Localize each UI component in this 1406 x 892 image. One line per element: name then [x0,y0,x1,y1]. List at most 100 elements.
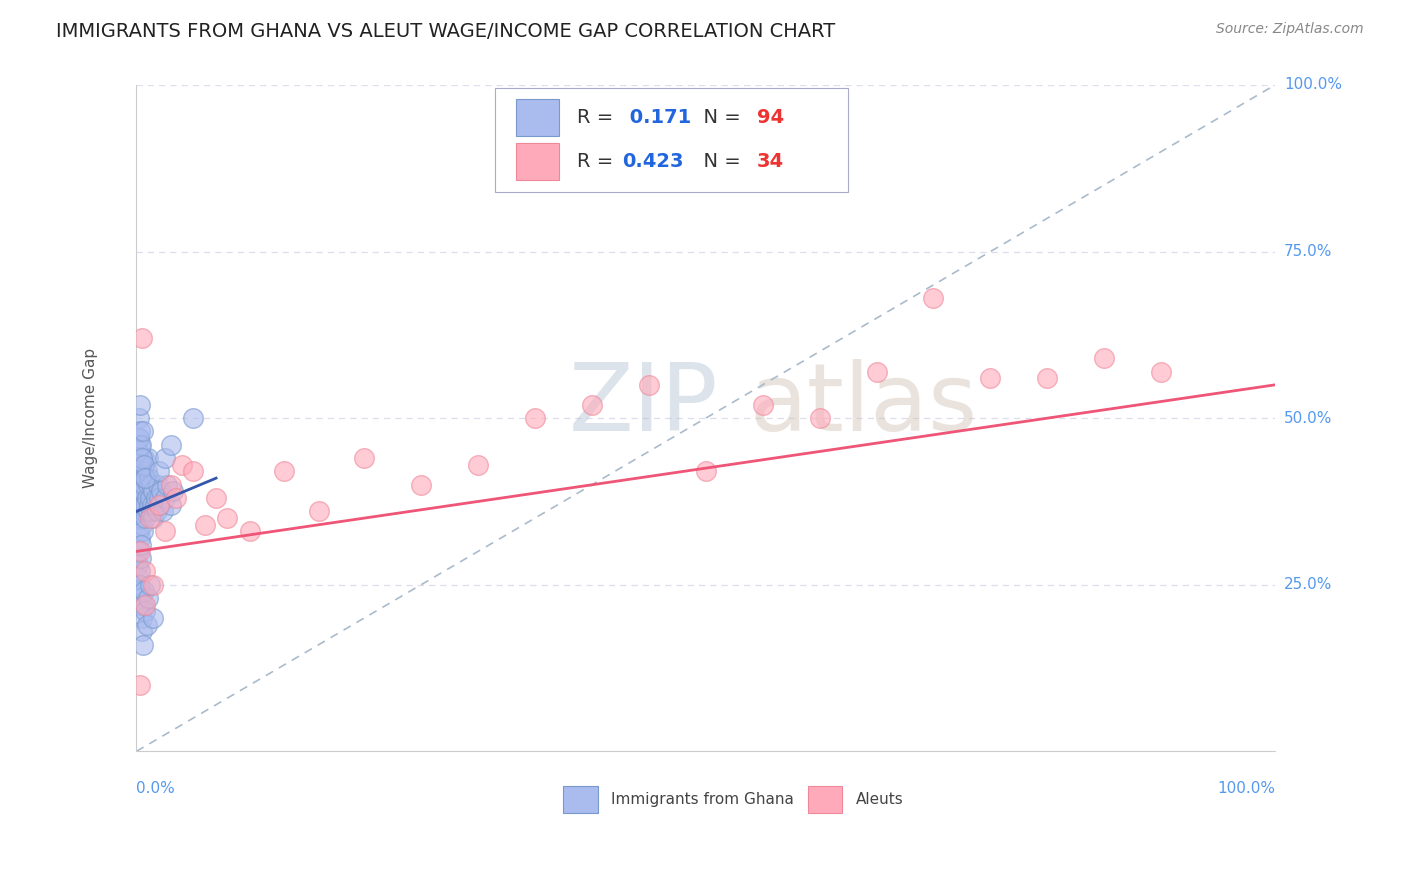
Point [922,291,945,305]
FancyBboxPatch shape [516,99,558,136]
Point [129,484,152,499]
Point [159,477,181,491]
Point [138,471,160,485]
Point [128,484,150,499]
Point [127,491,149,505]
Point [131,517,153,532]
Point [152,504,174,518]
Point [1150,364,1173,378]
Point [134,584,156,599]
Point [129,551,152,566]
Point [751,398,773,412]
Text: 50.0%: 50.0% [1284,410,1333,425]
Point [128,578,150,592]
Point [159,438,181,452]
Text: IMMIGRANTS FROM GHANA VS ALEUT WAGE/INCOME GAP CORRELATION CHART: IMMIGRANTS FROM GHANA VS ALEUT WAGE/INCO… [56,22,835,41]
Point [695,465,717,479]
Text: N =: N = [690,152,747,171]
Point [153,451,176,466]
Point [128,477,150,491]
Point [581,398,603,412]
Point [148,491,170,505]
Point [143,498,166,512]
Point [131,331,153,345]
Point [308,504,330,518]
Point [156,477,179,491]
Point [127,465,149,479]
Point [128,451,150,466]
Point [134,498,156,512]
Point [127,444,149,458]
Point [128,598,150,612]
Point [128,565,150,579]
FancyBboxPatch shape [808,786,842,813]
Point [134,471,156,485]
Point [136,477,159,491]
Point [637,377,659,392]
FancyBboxPatch shape [564,786,598,813]
Point [134,598,156,612]
Point [135,491,157,505]
Point [165,491,187,505]
Point [135,465,157,479]
Text: 100.0%: 100.0% [1218,781,1275,797]
Point [865,364,887,378]
Point [153,491,176,505]
Point [129,438,152,452]
Text: N =: N = [690,108,747,127]
Point [353,451,375,466]
Point [131,611,153,625]
Point [523,411,546,425]
Point [217,511,239,525]
Point [132,498,155,512]
Point [139,578,162,592]
Point [128,491,150,505]
Point [148,465,170,479]
Point [131,465,153,479]
Point [1036,371,1059,385]
Point [139,491,162,505]
Point [131,624,153,639]
Point [129,471,152,485]
FancyBboxPatch shape [516,144,558,180]
Point [131,451,153,466]
Point [153,524,176,539]
Point [129,458,152,472]
Point [170,458,193,472]
Point [134,451,156,466]
Point [128,504,150,518]
Text: 75.0%: 75.0% [1284,244,1333,259]
Point [134,504,156,518]
Point [128,678,150,692]
Point [128,591,150,606]
Point [181,411,204,425]
Text: 0.423: 0.423 [623,152,685,171]
Point [141,498,163,512]
Point [145,491,167,505]
Text: 0.171: 0.171 [623,108,690,127]
Text: 34: 34 [756,152,785,171]
Point [205,491,228,505]
Point [128,438,150,452]
FancyBboxPatch shape [495,88,848,192]
Text: atlas: atlas [749,359,977,450]
Text: Wage/Income Gap: Wage/Income Gap [83,348,98,488]
Point [134,565,156,579]
Point [136,451,159,466]
Point [129,538,152,552]
Point [134,511,156,525]
Point [128,471,150,485]
Point [128,398,150,412]
Point [132,524,155,539]
Point [132,471,155,485]
Point [409,477,432,491]
Point [136,504,159,518]
Point [146,504,169,518]
Point [131,477,153,491]
Point [162,484,184,499]
Point [129,498,152,512]
Point [132,425,155,439]
Point [150,484,173,499]
Text: 100.0%: 100.0% [1284,78,1343,93]
Point [979,371,1001,385]
